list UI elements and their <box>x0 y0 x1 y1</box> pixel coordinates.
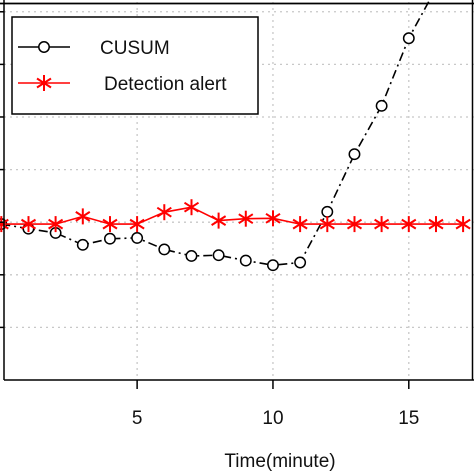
asterisk-stroke <box>211 215 227 226</box>
data-point-cusum <box>267 259 279 272</box>
axes: 5 10 15 <box>0 0 474 429</box>
asterisk-stroke <box>292 218 308 230</box>
asterisk-stroke <box>102 218 118 230</box>
data-point-cusum <box>131 231 144 244</box>
asterisk-stroke <box>75 211 91 222</box>
data-point-cusum <box>158 243 171 256</box>
asterisk-stroke <box>265 212 281 224</box>
data-point-cusum <box>104 232 116 245</box>
data-point-alert <box>0 216 9 233</box>
asterisk-stroke <box>48 218 64 230</box>
asterisk-stroke <box>183 201 200 213</box>
data-point-alert <box>75 208 91 225</box>
data-point-cusum <box>321 205 334 218</box>
x-axis-label: Time(minute) <box>224 451 335 472</box>
asterisk-stroke <box>374 218 390 230</box>
data-point-alert <box>48 216 64 233</box>
plot-series <box>0 0 471 272</box>
data-point-cusum <box>294 256 307 269</box>
legend-label-1: CUSUM <box>100 38 170 59</box>
asterisk-stroke <box>401 218 417 230</box>
data-point-alert <box>374 216 390 233</box>
data-point-alert <box>265 210 281 227</box>
asterisk-stroke <box>0 218 9 227</box>
data-point-cusum <box>375 99 388 112</box>
asterisk-stroke <box>455 218 471 230</box>
legend-marker-cusum <box>38 41 50 53</box>
asterisk-stroke <box>428 218 444 230</box>
asterisk-stroke <box>238 213 254 225</box>
data-point-alert <box>211 212 227 229</box>
data-point-cusum <box>348 148 361 161</box>
legend-label-2: Detection alert <box>104 74 227 95</box>
asterisk-stroke <box>156 206 172 218</box>
data-point-cusum <box>76 238 89 251</box>
asterisk-stroke <box>36 77 52 89</box>
asterisk-stroke <box>129 218 145 230</box>
x-tick-label: 15 <box>398 408 419 429</box>
data-point-alert <box>238 210 254 227</box>
data-point-alert <box>346 216 363 233</box>
data-point-alert <box>102 216 118 233</box>
legend-marker-alert <box>36 75 52 91</box>
data-point-alert <box>292 216 308 233</box>
data-point-alert <box>183 199 200 216</box>
data-point-alert <box>156 204 172 221</box>
data-point-alert <box>428 216 444 233</box>
asterisk-stroke <box>20 218 37 230</box>
data-point-alert <box>401 216 417 233</box>
x-tick-label: 5 <box>132 408 143 429</box>
data-point-alert <box>20 216 37 233</box>
legend: CUSUM Detection alert <box>11 16 259 115</box>
data-point-alert <box>129 216 145 233</box>
x-tick-label: 10 <box>262 408 283 429</box>
series-line-2 <box>1 206 464 225</box>
asterisk-stroke <box>319 218 335 230</box>
data-point-alert <box>455 216 471 233</box>
data-point-cusum <box>212 249 225 262</box>
data-point-cusum <box>239 254 252 267</box>
asterisk-stroke <box>346 218 363 230</box>
data-point-cusum <box>185 250 198 262</box>
legend-box <box>11 16 259 115</box>
data-point-cusum <box>402 32 415 45</box>
data-point-alert <box>319 216 335 233</box>
